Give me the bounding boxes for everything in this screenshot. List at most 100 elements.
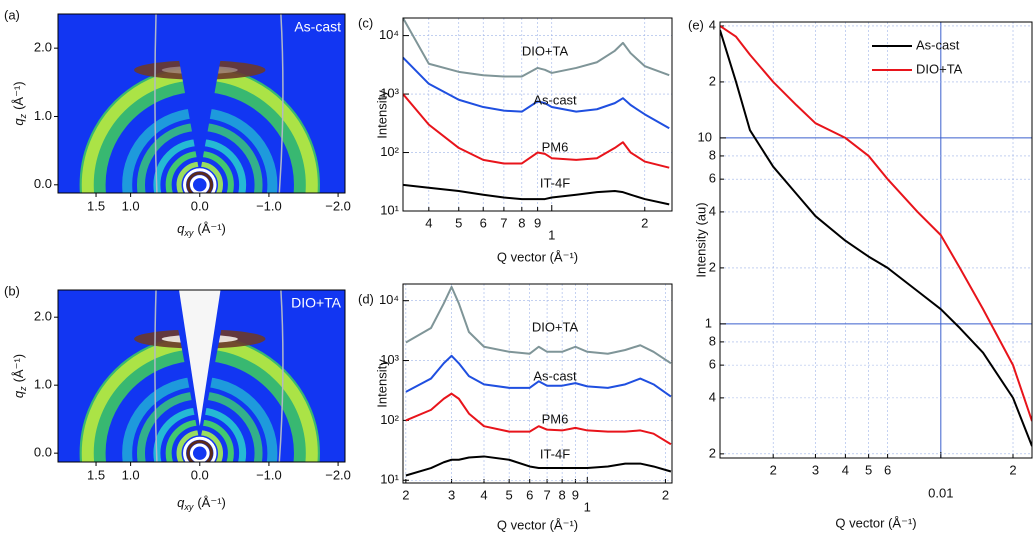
axis-label: qxy (Å⁻¹) [177,495,226,512]
missing-wedge [170,14,229,175]
plot-area [720,25,1032,447]
x-tick-label: 9 [534,215,541,230]
x-tick-label: 4 [480,487,487,502]
panel-label: (b) [4,283,20,298]
x-tick-label: 2 [402,487,409,502]
series-label: IT-4F [540,446,570,461]
series-label: As-cast [533,92,577,107]
y-tick-label: 0.0 [34,445,52,460]
y-tick-label: 1 [705,315,712,330]
detector-gap [154,14,158,193]
x-tick-label: 4 [425,215,432,230]
x-tick-label: −1.0 [256,467,282,482]
x-tick-label: 0.0 [191,198,209,213]
plot-frame [57,13,346,194]
legend-label: As-cast [916,37,960,52]
plot-frame [402,17,673,212]
x-tick-label: −2.0 [325,198,351,213]
y-tick-label: 2.0 [34,40,52,55]
y-tick-label: 1.0 [34,377,52,392]
x-tick-label: 3 [448,487,455,502]
y-tick-label: 4 [709,389,716,404]
x-tick-label: 2 [1009,462,1016,477]
y-tick-label: 2.0 [34,309,52,324]
series-line [720,25,1032,422]
ring [189,443,210,462]
series-label: DIO+TA [522,43,569,58]
plot-frame [402,283,673,484]
x-tick-label: 5 [865,462,872,477]
x-tick-label: 2 [662,487,669,502]
series-line [405,455,672,477]
x-tick-label: 0.0 [191,467,209,482]
panel-label: (d) [358,291,374,306]
series-line [405,392,672,446]
plot-frame [719,21,1033,459]
x-tick-label: 3 [812,462,819,477]
x-tick-label: 8 [559,487,566,502]
x-tick-label: 1.5 [87,467,105,482]
series-label: As-cast [533,368,577,383]
x-tick-label: 1 [548,227,555,242]
axis-subscript: xy [183,502,194,512]
y-tick-label: 10⁴ [379,292,399,307]
y-tick-label: 10¹ [380,472,399,487]
axis-label: qz (Å⁻¹) [11,81,28,125]
detector-gap [278,14,284,193]
x-tick-label: 7 [543,487,550,502]
x-tick-label: 6 [884,462,891,477]
axis-symbol: q [177,495,185,510]
axis-symbol: q [11,118,26,126]
x-tick-label: 2 [770,462,777,477]
ring [183,168,217,193]
plot-frame [57,289,346,463]
y-tick-label: 8 [709,333,716,348]
x-tick-label: 9 [572,487,579,502]
x-tick-label: 6 [480,215,487,230]
x-tick-label: 1 [584,499,591,514]
axis-unit: (Å⁻¹) [11,354,26,383]
x-tick-label: 2 [641,215,648,230]
series-line [405,354,672,398]
y-tick-label: 1.0 [34,108,52,123]
panel-label: (c) [358,15,373,30]
x-tick-label: 6 [526,487,533,502]
x-tick-label: 4 [842,462,849,477]
annotation: As-cast [294,19,341,35]
x-tick-label: 1.5 [87,198,105,213]
axis-label: qxy (Å⁻¹) [177,221,226,238]
x-tick-label: 5 [506,487,513,502]
detector-gap [278,290,284,462]
x-axis-label: Q vector (Å⁻¹) [835,515,916,530]
panel-label: (e) [688,17,704,32]
y-tick-label: 6 [709,171,716,186]
annotation: DIO+TA [291,295,342,311]
x-tick-label: 5 [455,215,462,230]
ring [186,440,214,462]
y-tick-label: 10¹ [380,202,399,217]
axis-unit: (Å⁻¹) [11,81,26,110]
x-tick-label: −2.0 [325,467,351,482]
y-tick-label: 10 [698,129,712,144]
axis-subscript: xy [183,228,194,238]
series-line [403,56,670,130]
axis-subscript: z [18,113,28,119]
ring [189,175,210,193]
plot-area [405,285,672,477]
y-tick-label: 4 [709,203,716,218]
x-tick-label: 1.0 [122,198,140,213]
series-line [403,93,670,169]
series-label: PM6 [542,139,569,154]
y-tick-label: 2 [709,445,716,460]
series-label: PM6 [542,411,569,426]
x-axis-label: Q vector (Å⁻¹) [497,517,578,532]
y-tick-label: 10³ [380,86,399,101]
axis-symbol: q [177,221,185,236]
x-tick-label: 7 [500,215,507,230]
y-axis-label: Intensity (au) [693,202,708,277]
scattering-image [58,290,345,462]
y-tick-label: 10⁴ [379,27,399,42]
ring [183,436,217,462]
axis-label: qz (Å⁻¹) [11,354,28,398]
